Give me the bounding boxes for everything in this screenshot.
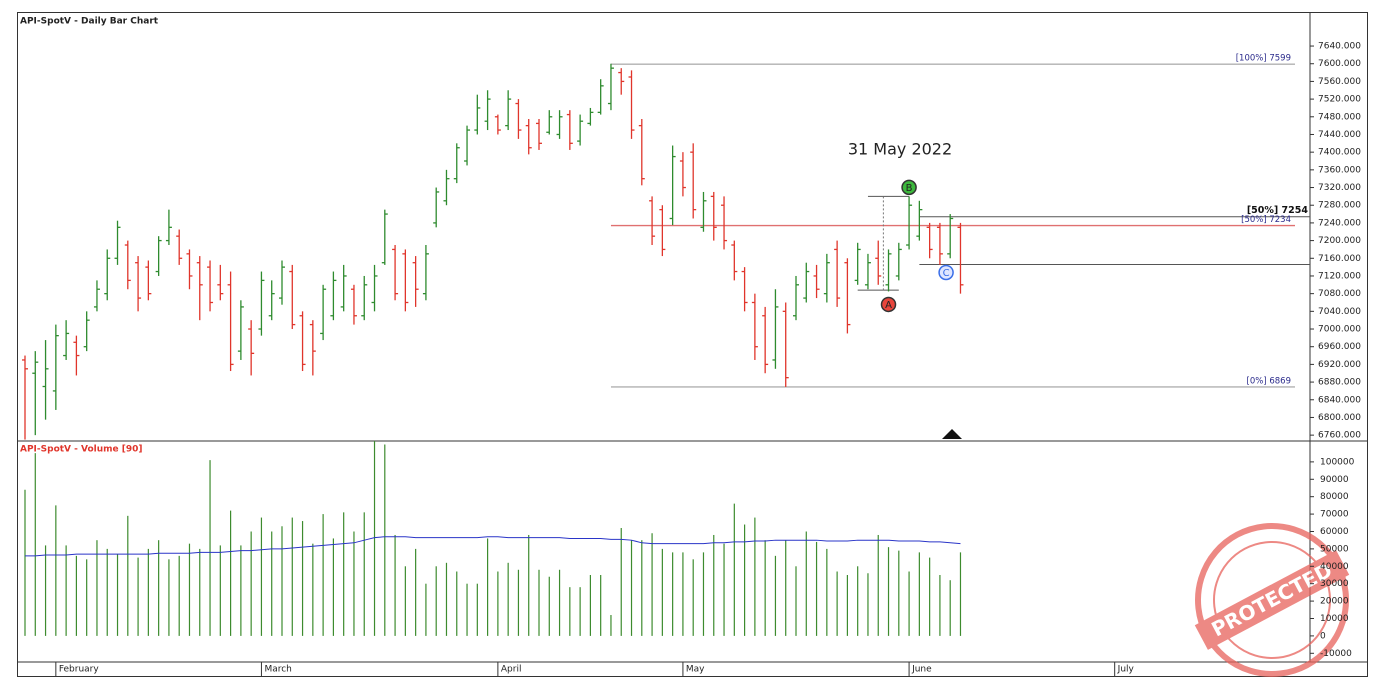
y-tick-label: 7440.000 xyxy=(1318,130,1361,140)
marker xyxy=(880,296,897,313)
fib-label: [50%] 7234 xyxy=(1241,215,1291,225)
fib-label: [0%] 6869 xyxy=(1247,376,1291,386)
y-tick-label: 40000 xyxy=(1320,562,1349,572)
y-tick-label: 100000 xyxy=(1320,457,1355,467)
y-tick-label: 30000 xyxy=(1320,579,1349,589)
y-tick-label: 6760.000 xyxy=(1318,431,1361,441)
y-tick-label: 7400.000 xyxy=(1318,148,1361,158)
x-tick-label: June xyxy=(911,665,932,675)
y-tick-label: 80000 xyxy=(1320,492,1349,502)
moving-average xyxy=(25,536,961,557)
y-tick-label: 90000 xyxy=(1320,475,1349,485)
fib-label: [100%] 7599 xyxy=(1236,54,1291,64)
marker-label: B xyxy=(906,183,913,194)
y-tick-label: 7200.000 xyxy=(1318,236,1361,246)
marker-label: A xyxy=(885,300,892,311)
y-tick-label: 20000 xyxy=(1320,597,1349,607)
y-tick-label: 7520.000 xyxy=(1318,95,1361,105)
y-tick-label: 7160.000 xyxy=(1318,254,1361,264)
price-plot: A B C xyxy=(22,63,1310,440)
watermark-text: PROTECTED xyxy=(1207,558,1336,642)
y-tick-label: 7080.000 xyxy=(1318,289,1361,299)
y-tick-label: 7320.000 xyxy=(1318,183,1361,193)
y-tick-label: 60000 xyxy=(1320,527,1349,537)
y-tick-label: 6800.000 xyxy=(1318,413,1361,423)
annotation: 31 May 2022 xyxy=(848,140,952,159)
y-tick-label: 7640.000 xyxy=(1318,42,1361,52)
y-tick-label: 7280.000 xyxy=(1318,201,1361,211)
x-tick-label: February xyxy=(59,665,100,675)
volume-plot xyxy=(24,441,962,636)
y-tick-label: 6960.000 xyxy=(1318,342,1361,352)
x-tick-label: April xyxy=(501,665,522,675)
swing-label: [50%] 7254 xyxy=(1247,205,1309,216)
stamp-band xyxy=(1194,550,1350,650)
y-tick-label: 7480.000 xyxy=(1318,112,1361,122)
y-tick-label: 7000.000 xyxy=(1318,325,1361,335)
y-tick-label: 7600.000 xyxy=(1318,59,1361,69)
x-tick-label: May xyxy=(686,665,705,675)
marker xyxy=(901,179,917,196)
chart-title: API-SpotV - Daily Bar Chart xyxy=(20,17,159,27)
y-tick-label: 70000 xyxy=(1320,510,1349,520)
marker-label: C xyxy=(943,268,950,279)
y-tick-label: 6880.000 xyxy=(1318,378,1361,388)
x-tick-label: March xyxy=(264,665,291,675)
y-tick-label: 10000 xyxy=(1320,614,1349,624)
y-tick-label: -10000 xyxy=(1320,649,1352,659)
volume-title: API-SpotV - Volume [90] xyxy=(20,445,143,455)
y-tick-label: 7560.000 xyxy=(1318,77,1361,87)
y-tick-label: 7360.000 xyxy=(1318,165,1361,175)
x-tick-label: July xyxy=(1117,665,1135,675)
y-tick-label: 50000 xyxy=(1320,544,1349,554)
y-tick-label: 6840.000 xyxy=(1318,395,1361,405)
y-tick-label: 7240.000 xyxy=(1318,218,1361,228)
y-tick-label: 7040.000 xyxy=(1318,307,1361,317)
marker xyxy=(938,264,954,281)
frame xyxy=(17,12,1368,677)
y-tick-label: 6920.000 xyxy=(1318,360,1361,370)
y-tick-label: 7120.000 xyxy=(1318,271,1361,281)
y-tick-label: 0 xyxy=(1320,631,1326,641)
cursor-triangle xyxy=(942,429,962,439)
